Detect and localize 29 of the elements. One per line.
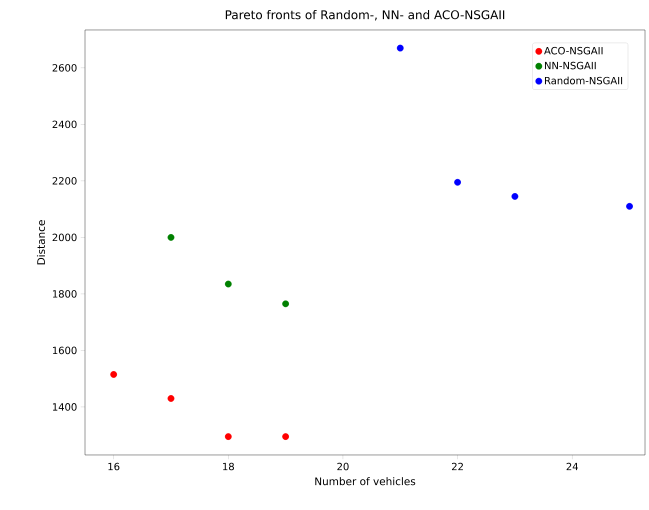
y-tick-label: 2400 (52, 120, 77, 128)
point (282, 433, 290, 440)
chart-title: Pareto fronts of Random-, NN- and ACO-NSGAII (226, 10, 504, 20)
legend-label: ACO-NSGAII (544, 46, 603, 54)
point (626, 202, 633, 210)
legend-label: NN-NSGAII (544, 62, 596, 70)
x-tick-label: 22 (452, 462, 463, 470)
legend-label: Random-NSGAII (544, 76, 622, 84)
point (511, 193, 518, 200)
x-tick-label: 18 (223, 462, 234, 470)
point (224, 280, 232, 288)
point (168, 395, 174, 402)
y-tick-label: 2600 (52, 64, 77, 72)
y-axis-title: Distance (36, 220, 46, 264)
y-tick-label: 2000 (52, 234, 77, 242)
x-axis-title: Number of vehicles (315, 477, 416, 486)
point (454, 178, 461, 186)
point (396, 44, 404, 52)
x-tick-label: 16 (108, 462, 120, 470)
x-tick-label: 20 (337, 462, 349, 470)
x-tick-label: 24 (566, 462, 578, 470)
point (110, 371, 118, 378)
point (282, 300, 290, 308)
point (168, 234, 174, 241)
y-tick-label: 1800 (52, 290, 77, 298)
y-tick-label: 2200 (52, 177, 77, 185)
point (224, 433, 232, 440)
y-tick-label: 1600 (52, 346, 77, 354)
y-tick-label: 1400 (52, 403, 77, 411)
